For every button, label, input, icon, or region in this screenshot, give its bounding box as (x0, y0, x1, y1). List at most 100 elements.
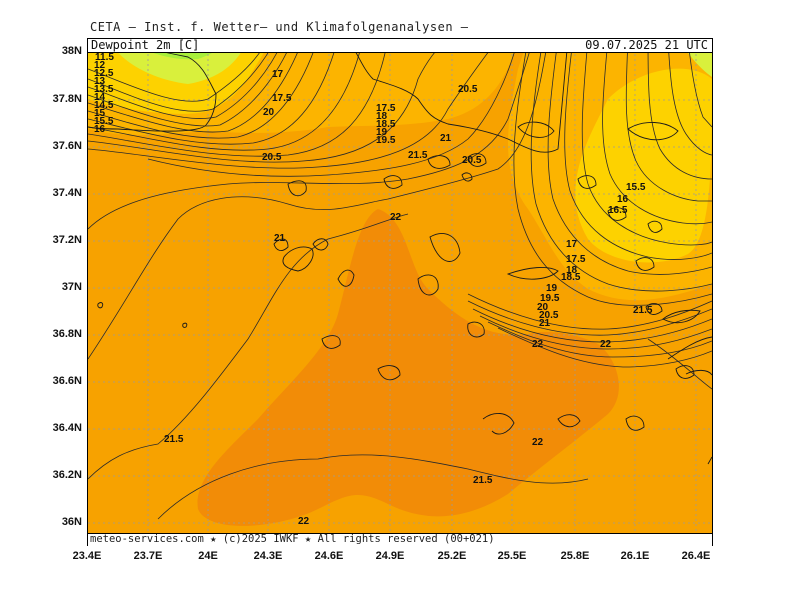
map-footer: meteo-services.com ★ (c)2025 IWKF ★ All … (88, 533, 712, 546)
contour-value-label: 21.5 (408, 150, 428, 161)
anafi-island (557, 414, 581, 428)
syros-island (383, 175, 403, 189)
contour-value-label: 21 (539, 318, 551, 329)
nisyros-island (675, 365, 695, 379)
contour-value-label: 12 (94, 60, 106, 71)
lon-tick-label: 24E (198, 550, 218, 562)
contour-value-label: 13.5 (94, 84, 114, 95)
lat-tick-label: 36.8N (52, 328, 82, 340)
mykonos-island (467, 153, 487, 167)
lon-tick-label: 23.4E (72, 550, 102, 562)
leros-island (607, 207, 627, 221)
serifos-island (287, 180, 307, 197)
lat-tick-label: 37.6N (52, 140, 82, 152)
amorgos-ne-rock (647, 220, 663, 233)
contour-value-label: 15.5 (626, 182, 646, 193)
lon-tick-label: 25.5E (497, 550, 527, 562)
lat-tick-label: 36.2N (52, 469, 82, 481)
contour-value-label: 18 (566, 265, 578, 276)
copyright-text: meteo-services.com ★ (c)2025 IWKF ★ All … (90, 533, 495, 545)
contour-value-label: 18 (376, 111, 388, 122)
lat-tick-label: 36N (61, 516, 82, 528)
contour-value-label: 17.5 (376, 103, 396, 114)
astypalaia-island (625, 415, 645, 431)
lat-tick-label: 37N (61, 281, 82, 293)
lat-lon-grid (88, 39, 712, 545)
map-frame[interactable]: 1111.51212.51313.51414.51515.5161717.520… (87, 38, 713, 546)
lat-tick-label: 36.4N (52, 422, 82, 434)
contour-value-label: 20 (263, 107, 275, 118)
small-rock-2 (97, 302, 104, 309)
contour-value-label: 19 (546, 283, 558, 294)
contour-value-label: 21.5 (164, 434, 184, 445)
paros-island (417, 274, 439, 296)
rhodes-tip (685, 369, 712, 376)
tinos-island (427, 155, 451, 169)
chart-title: CETA — Inst. f. Wetter— und Klimafolgena… (90, 20, 469, 34)
lon-tick-label: 23.7E (133, 550, 163, 562)
kos-island (662, 309, 701, 324)
valid-time: 09.07.2025 21 UTC (585, 38, 708, 52)
contour-value-label: 20.5 (262, 152, 282, 163)
sifnos-island (337, 269, 355, 287)
turkey-coast (667, 336, 712, 360)
contour-value-label: 15.5 (94, 116, 114, 127)
contour-value-label: 21.5 (473, 475, 493, 486)
contour-value-label: 14 (94, 92, 106, 103)
lat-tick-label: 38N (61, 45, 82, 57)
lon-tick-label: 24.9E (375, 550, 405, 562)
lat-tick-label: 37.2N (52, 234, 82, 246)
naxos-island (429, 233, 461, 262)
patmos-island (577, 175, 597, 189)
sikinos-island (377, 365, 401, 381)
contour-value-label: 21 (274, 233, 286, 244)
lon-tick-label: 26.4E (681, 550, 711, 562)
map-canvas[interactable]: 1111.51212.51313.51414.51515.5161717.520… (88, 39, 712, 545)
crete-east-rock (707, 456, 712, 465)
contour-value-label: 22 (390, 212, 402, 223)
lon-tick-label: 24.6E (314, 550, 344, 562)
contour-value-label: 16 (94, 124, 106, 135)
lat-tick-label: 36.6N (52, 375, 82, 387)
lon-tick-label: 25.2E (437, 550, 467, 562)
contour-value-label: 22 (532, 339, 544, 350)
ios-island (467, 321, 485, 338)
contour-value-label: 17 (272, 69, 284, 80)
delos-island (461, 172, 473, 182)
amorgos-island (506, 267, 559, 280)
attica-coast (347, 39, 569, 153)
contour-value-label: 17.5 (272, 93, 292, 104)
contour-value-label: 22 (298, 516, 310, 527)
contour-value-label: 17 (566, 239, 578, 250)
samos-island (627, 122, 679, 141)
contour-value-label: 14.5 (94, 100, 114, 111)
contour-value-label: 16.5 (608, 205, 628, 216)
tilos-island (645, 303, 663, 315)
contour-value-label: 20 (537, 302, 549, 313)
kimolos-island (312, 238, 329, 251)
contour-value-label: 13 (94, 76, 106, 87)
contour-value-label: 19.5 (540, 293, 560, 304)
contour-value-label: 18.5 (376, 119, 396, 130)
variable-label: Dewpoint 2m [C] (91, 38, 200, 52)
peloponnese-coast (88, 39, 217, 132)
folegandros-island (321, 335, 341, 349)
contour-value-label: 20.5 (539, 310, 559, 321)
kea-island (273, 238, 289, 251)
contour-value-label: 19 (376, 127, 388, 138)
contour-value-label: 22 (532, 437, 544, 448)
santorini-island (482, 413, 515, 435)
contour-value-label: 16 (617, 194, 629, 205)
ikaria-island (517, 121, 555, 138)
contour-lines (88, 39, 712, 520)
dewpoint-region-22 (197, 209, 619, 526)
lat-tick-label: 37.8N (52, 93, 82, 105)
map-header: Dewpoint 2m [C] 09.07.2025 21 UTC (88, 38, 712, 53)
contour-value-label: 20.5 (458, 84, 478, 95)
lon-tick-label: 26.1E (620, 550, 650, 562)
contour-value-label: 18.5 (561, 272, 581, 283)
kalymnos-island (635, 257, 655, 271)
contour-value-label: 22 (600, 339, 612, 350)
contour-value-label: 11.5 (95, 52, 114, 63)
contour-value-label: 21.5 (633, 305, 653, 316)
